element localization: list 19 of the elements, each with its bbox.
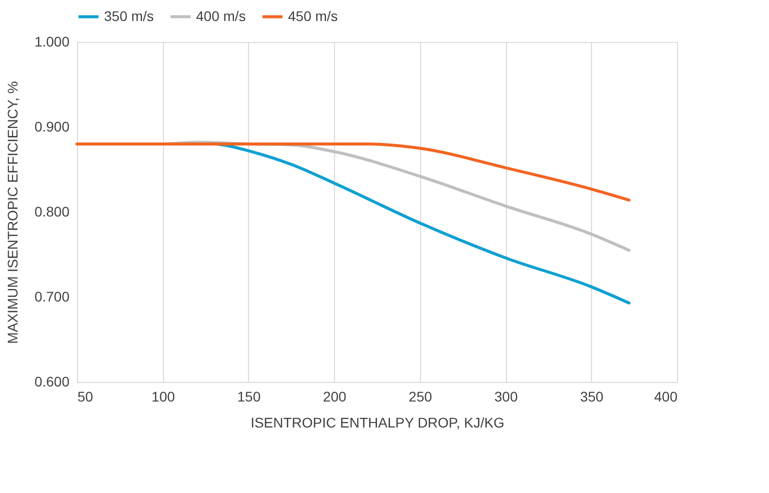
x-tick-label: 300 [494, 388, 518, 404]
legend-label: 350 m/s [104, 8, 154, 24]
x-tick-label: 100 [152, 388, 176, 404]
legend-label: 400 m/s [196, 8, 246, 24]
legend-label: 450 m/s [288, 8, 338, 24]
x-axis-title: ISENTROPIC ENTHALPY DROP, KJ/KG [250, 414, 504, 430]
x-tick-label: 50 [78, 388, 94, 404]
x-tick-label: 250 [408, 388, 432, 404]
x-tick-label: 400 [654, 388, 678, 404]
x-tick-label: 200 [322, 388, 347, 404]
y-axis-title: MAXIMUM ISENTROPIC EFFICIENCY, % [4, 81, 20, 344]
line-series [76, 142, 630, 202]
y-tick-label: 0.700 [34, 288, 70, 304]
y-tick-label: 1.000 [34, 34, 70, 50]
y-tick-label: 0.800 [34, 204, 70, 220]
x-tick-label: 350 [580, 388, 604, 404]
y-tick-label: 0.900 [34, 118, 70, 134]
x-tick-label: 150 [237, 388, 261, 404]
y-tick-label: 0.600 [34, 374, 70, 390]
